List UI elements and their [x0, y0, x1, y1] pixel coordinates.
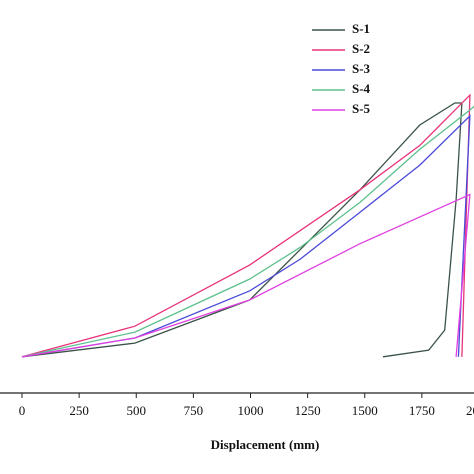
series-line: [21, 93, 471, 358]
x-axis-label: Displacement (mm): [211, 437, 320, 452]
legend-label: S-1: [352, 21, 370, 36]
series-line: [21, 193, 471, 358]
series-line: [21, 105, 474, 358]
x-tick-label: 500: [127, 403, 147, 418]
legend-label: S-3: [352, 61, 371, 76]
x-tick-label: 250: [69, 403, 89, 418]
legend-label: S-4: [352, 81, 371, 96]
legend-label: S-2: [352, 41, 370, 56]
legend-label: S-5: [352, 101, 371, 116]
series-line: [21, 114, 471, 358]
series-line: [21, 102, 463, 358]
x-tick-label: 1250: [295, 403, 321, 418]
x-tick-label: 2000: [466, 403, 474, 418]
x-tick-label: 1000: [238, 403, 264, 418]
x-tick-label: 750: [184, 403, 204, 418]
x-tick-label: 1500: [352, 403, 378, 418]
x-tick-label: 1750: [409, 403, 435, 418]
x-tick-label: 0: [19, 403, 26, 418]
